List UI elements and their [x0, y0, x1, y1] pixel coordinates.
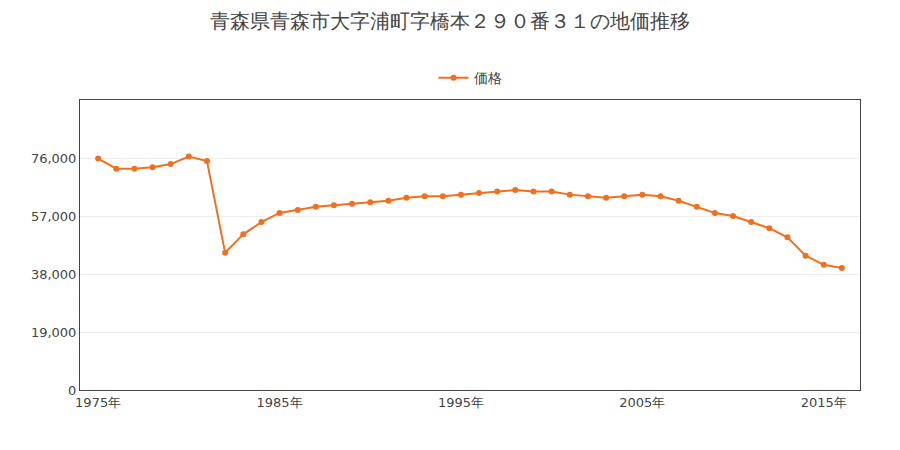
svg-text:価格: 価格	[474, 70, 502, 86]
svg-text:57,000: 57,000	[31, 209, 77, 224]
svg-text:38,000: 38,000	[31, 267, 77, 282]
svg-text:19,000: 19,000	[31, 325, 77, 340]
svg-text:0: 0	[68, 383, 76, 398]
svg-text:1975年: 1975年	[75, 395, 121, 410]
svg-text:2005年: 2005年	[619, 395, 665, 410]
svg-text:2015年: 2015年	[801, 395, 847, 410]
svg-text:青森県青森市大字浦町字橋本２９０番３１の地価推移: 青森県青森市大字浦町字橋本２９０番３１の地価推移	[210, 9, 690, 33]
svg-text:1985年: 1985年	[256, 395, 302, 410]
svg-text:76,000: 76,000	[31, 151, 77, 166]
svg-text:1995年: 1995年	[438, 395, 484, 410]
